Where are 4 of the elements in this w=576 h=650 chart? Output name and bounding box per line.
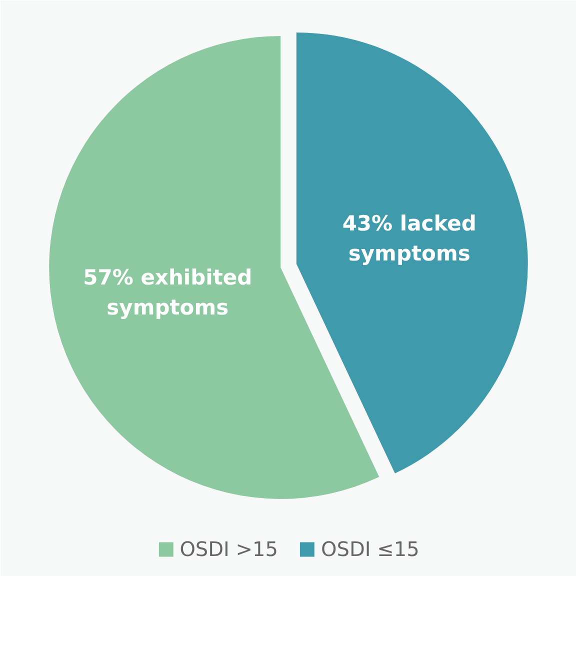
legend-label: OSDI >15 (180, 537, 278, 561)
legend-label: OSDI ≤15 (321, 537, 420, 561)
data-label: 57% exhibited symptoms (83, 266, 252, 320)
data-label: 43% lacked symptoms (342, 212, 476, 266)
